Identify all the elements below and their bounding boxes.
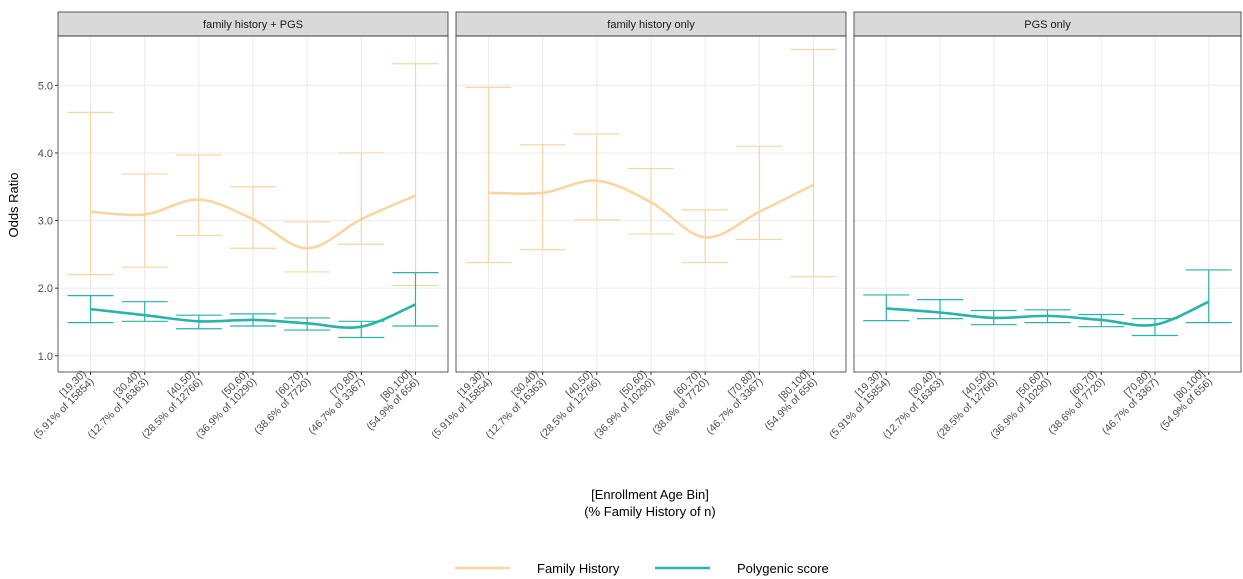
x-tick-label: [80,100](54.9% of 656) bbox=[357, 368, 422, 433]
error-bar bbox=[682, 209, 729, 264]
x-tick-label: [19,30)(5.91% of 15854) bbox=[23, 368, 96, 441]
error-bar bbox=[736, 145, 783, 241]
strip bbox=[57, 11, 449, 37]
y-axis-label: Odds Ratio bbox=[6, 172, 21, 237]
error-bar bbox=[519, 144, 566, 251]
x-tick-label: [19,30)(5.91% of 15854) bbox=[819, 368, 892, 441]
series-line: Family History bbox=[488, 179, 815, 239]
strip bbox=[853, 11, 1242, 37]
x-tick-label: [80,100](54.9% of 656) bbox=[1150, 368, 1215, 433]
legend-label: Family History bbox=[537, 561, 620, 576]
panel-title: family history + PGS bbox=[203, 19, 303, 31]
x-tick-label: [80,100](54.9% of 656) bbox=[755, 368, 820, 433]
error-bar bbox=[121, 301, 168, 322]
y-tick-label: 1.0 bbox=[38, 351, 53, 363]
x-tick-label: [70,80)(46.7% of 3367) bbox=[696, 368, 765, 437]
x-axis-label: [Enrollment Age Bin] bbox=[591, 487, 709, 502]
x-axis-label: (% Family History of n) bbox=[584, 504, 715, 519]
x-tick-label: [70,80)(46.7% of 3367) bbox=[298, 368, 367, 437]
error-bar bbox=[67, 111, 114, 276]
x-tick-label: [60,70)(38.6% of 7720) bbox=[642, 368, 711, 437]
series-line: Polygenic score bbox=[90, 303, 417, 329]
error-bar bbox=[121, 173, 168, 268]
x-tick-label: [60,70)(38.6% of 7720) bbox=[244, 368, 313, 437]
error-bar bbox=[175, 154, 222, 237]
legend-label: Polygenic score bbox=[737, 561, 829, 576]
error-bar bbox=[230, 186, 276, 249]
panel-title: family history only bbox=[607, 19, 695, 31]
x-tick-label: [70,80)(46.7% of 3367) bbox=[1092, 368, 1161, 437]
error-bar bbox=[573, 133, 620, 221]
error-bar bbox=[1185, 269, 1232, 324]
panel-title: PGS only bbox=[1024, 19, 1071, 31]
x-tick-label: [60,70)(38.6% of 7720) bbox=[1038, 368, 1107, 437]
y-tick-label: 2.0 bbox=[38, 283, 53, 295]
x-tick-label: [19,30)(5.91% of 15854) bbox=[421, 368, 494, 441]
y-tick-label: 5.0 bbox=[38, 80, 53, 92]
error-bar bbox=[392, 272, 439, 327]
error-bar bbox=[917, 299, 963, 320]
series-line: Polygenic score bbox=[886, 300, 1210, 327]
error-bar bbox=[338, 152, 385, 245]
error-bar bbox=[790, 48, 837, 278]
error-bar bbox=[863, 294, 910, 322]
error-bar bbox=[465, 86, 512, 264]
series-line: Family History bbox=[90, 194, 417, 250]
error-bar bbox=[284, 221, 331, 273]
y-tick-label: 3.0 bbox=[38, 216, 53, 228]
y-tick-label: 4.0 bbox=[38, 148, 53, 160]
